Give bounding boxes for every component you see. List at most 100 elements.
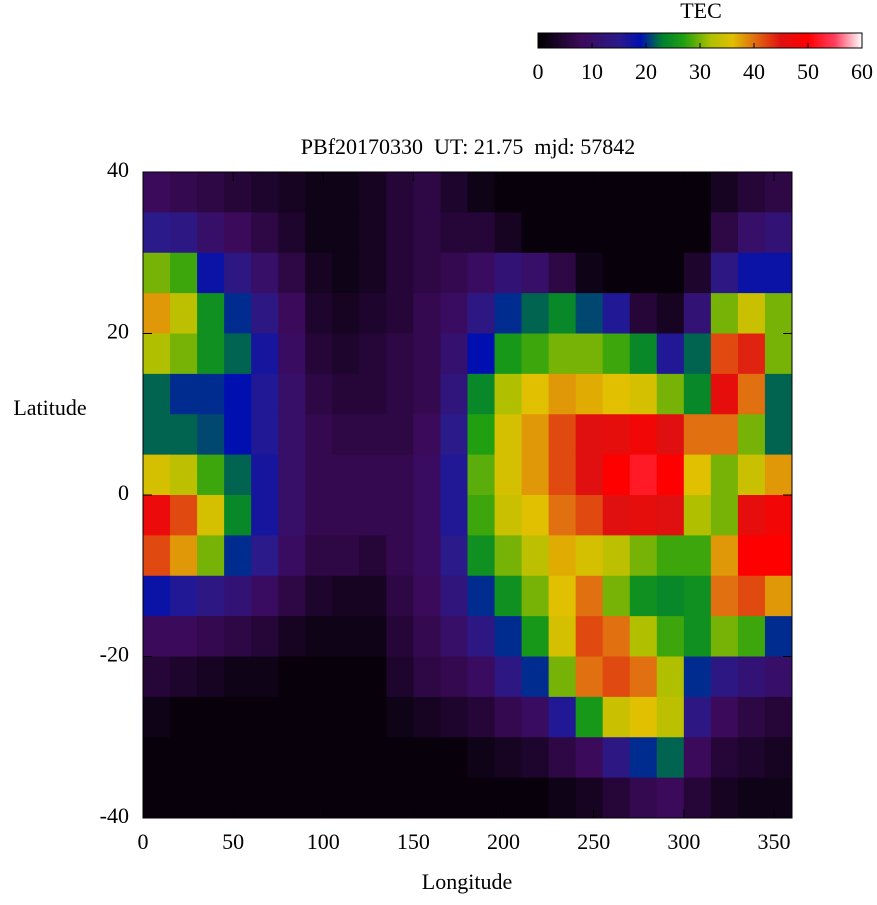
heat-cell xyxy=(521,172,550,213)
heat-cell xyxy=(575,737,604,779)
heat-cell xyxy=(251,616,279,657)
y-axis-label: Latitude xyxy=(13,395,86,420)
heat-cell xyxy=(548,252,577,294)
heat-cell xyxy=(575,373,604,415)
heat-cell xyxy=(683,616,712,657)
heat-cell xyxy=(521,454,550,496)
heat-cell xyxy=(359,535,387,577)
heat-cell xyxy=(224,777,252,819)
heat-cell xyxy=(548,535,577,577)
heat-cell xyxy=(764,414,793,456)
heat-cell xyxy=(197,373,225,415)
heat-cell xyxy=(278,656,306,698)
heat-cell xyxy=(548,293,577,334)
heat-cell xyxy=(737,495,766,536)
heat-cell xyxy=(494,172,523,213)
heat-cell xyxy=(278,575,306,617)
heat-cell xyxy=(467,737,496,779)
x-axis-label: Longitude xyxy=(422,869,512,894)
heat-cell xyxy=(548,172,577,213)
heat-cell xyxy=(143,575,171,617)
heat-cell xyxy=(359,616,387,657)
heat-cell xyxy=(494,373,523,415)
heat-cell xyxy=(386,616,414,657)
heat-cell xyxy=(386,777,414,819)
heat-cell xyxy=(656,575,685,617)
heat-cell xyxy=(305,535,333,577)
heat-cell xyxy=(602,696,631,738)
heat-cell xyxy=(170,373,198,415)
heat-cell xyxy=(143,414,171,456)
heat-cell xyxy=(143,737,171,779)
heat-cell xyxy=(629,212,658,254)
heat-cell xyxy=(440,333,468,375)
heat-cell xyxy=(170,777,198,819)
heat-cell xyxy=(332,696,360,738)
heat-cell xyxy=(278,333,306,375)
heat-cell xyxy=(278,414,306,456)
heat-cell xyxy=(305,656,333,698)
heat-cell xyxy=(359,575,387,617)
heat-cell xyxy=(737,575,766,617)
heat-cell xyxy=(683,373,712,415)
heat-cell xyxy=(467,252,496,294)
heat-cell xyxy=(440,454,468,496)
heat-cell xyxy=(224,293,252,334)
heat-cell xyxy=(251,535,279,577)
heat-cell xyxy=(386,495,414,536)
heat-cell xyxy=(602,575,631,617)
heat-cell xyxy=(332,293,360,334)
heat-cell xyxy=(197,252,225,294)
heat-cell xyxy=(521,777,550,819)
heat-cell xyxy=(251,212,279,254)
heat-cell xyxy=(278,696,306,738)
heat-cell xyxy=(170,737,198,779)
heat-cell xyxy=(548,737,577,779)
heat-cell xyxy=(467,172,496,213)
heat-cell xyxy=(548,373,577,415)
heat-cell xyxy=(251,696,279,738)
heat-cell xyxy=(359,737,387,779)
heat-cell xyxy=(386,656,414,698)
heat-cell xyxy=(413,616,441,657)
heat-cell xyxy=(440,414,468,456)
heat-cell xyxy=(386,535,414,577)
colorbar-tick-label: 50 xyxy=(797,59,819,84)
heat-cell xyxy=(683,495,712,536)
heat-cell xyxy=(629,656,658,698)
heat-cell xyxy=(413,172,441,213)
heat-cell xyxy=(548,495,577,536)
heat-cell xyxy=(413,535,441,577)
heat-cell xyxy=(170,252,198,294)
heat-cell xyxy=(683,696,712,738)
heat-cell xyxy=(575,252,604,294)
heat-cell xyxy=(278,616,306,657)
heat-cell xyxy=(737,252,766,294)
heat-cell xyxy=(683,293,712,334)
x-tick-label: 150 xyxy=(397,829,430,854)
y-tick-label: 20 xyxy=(107,319,129,344)
x-tick-label: 300 xyxy=(667,829,700,854)
heat-cell xyxy=(467,454,496,496)
heat-cell xyxy=(332,333,360,375)
heat-cell xyxy=(143,495,171,536)
heat-cell xyxy=(737,777,766,819)
heat-cell xyxy=(413,333,441,375)
heat-cell xyxy=(467,333,496,375)
heat-cell xyxy=(737,616,766,657)
heat-cell xyxy=(521,333,550,375)
heat-cell xyxy=(386,172,414,213)
heat-cell xyxy=(251,293,279,334)
heat-cell xyxy=(440,373,468,415)
heat-cell xyxy=(440,777,468,819)
heat-cell xyxy=(737,656,766,698)
heat-cell xyxy=(575,454,604,496)
heat-cell xyxy=(575,212,604,254)
heat-cell xyxy=(494,252,523,294)
heat-cell xyxy=(467,616,496,657)
heat-cell xyxy=(737,454,766,496)
heat-cell xyxy=(143,212,171,254)
heat-cell xyxy=(440,293,468,334)
heat-cell xyxy=(170,495,198,536)
heat-cell xyxy=(467,293,496,334)
